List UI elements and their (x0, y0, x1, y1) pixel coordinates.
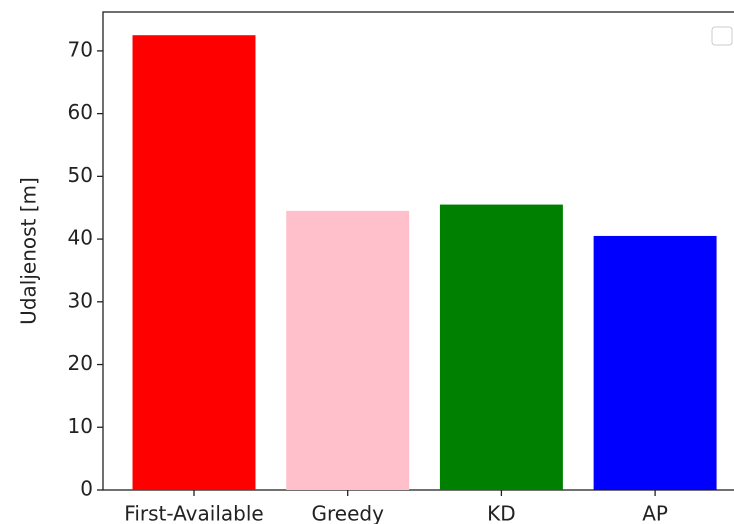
bar (286, 210, 410, 490)
y-tick-label: 10 (68, 414, 93, 438)
x-tick-label: AP (642, 502, 668, 524)
y-tick-label: 50 (68, 163, 93, 187)
y-tick-label: 60 (68, 100, 93, 124)
y-tick-label: 40 (68, 226, 93, 250)
bar (132, 35, 256, 491)
legend-box (711, 26, 733, 46)
y-tick-label: 70 (68, 37, 93, 61)
y-axis-label: Udaljenost [m] (17, 177, 41, 325)
x-tick-label: Greedy (311, 502, 384, 524)
bar (439, 204, 563, 490)
y-tick-label: 30 (68, 288, 93, 312)
y-tick-label: 0 (80, 477, 93, 501)
x-tick-label: First-Available (124, 502, 263, 524)
plot-frame (102, 11, 734, 491)
x-tick-label: KD (487, 502, 516, 524)
bar (593, 235, 717, 490)
y-tick-label: 20 (68, 351, 93, 375)
